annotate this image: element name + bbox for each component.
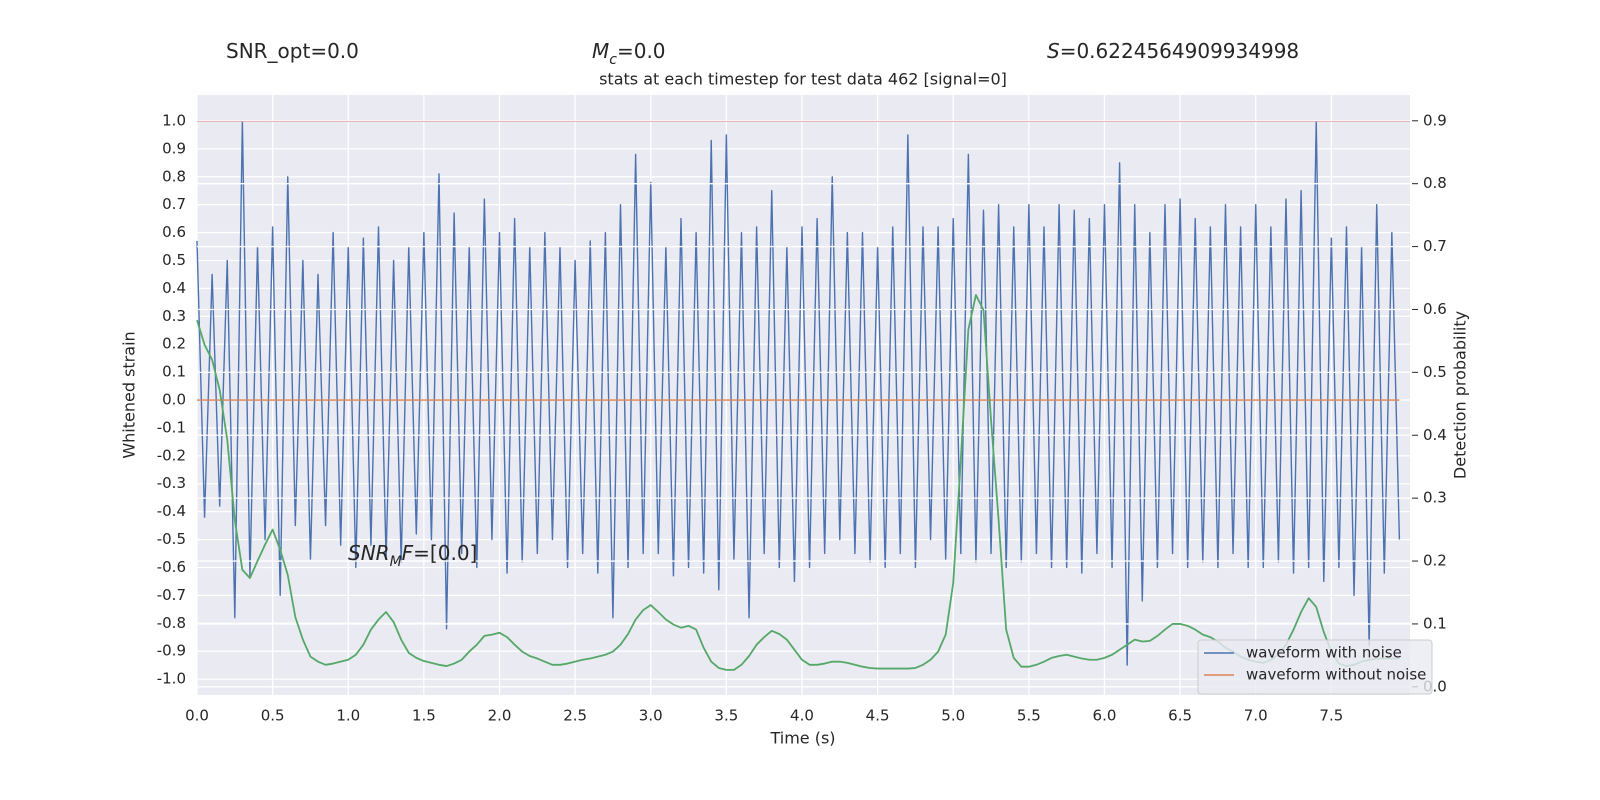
y2-tick-label: 0.8	[1423, 174, 1447, 192]
y-tick-label: -0.1	[157, 418, 186, 436]
y-tick-label: 0.6	[162, 223, 186, 241]
y-tick-label: 0.7	[162, 195, 186, 213]
text-part: M	[390, 554, 402, 570]
x-tick-label: 1.5	[412, 707, 436, 725]
text-part: SNR_opt=0.0	[226, 39, 359, 63]
text-part: =0.6224564909934998	[1060, 39, 1299, 63]
x-tick-label: 5.5	[1017, 707, 1041, 725]
y-tick-label: -0.3	[157, 474, 186, 492]
y-tick-label: 1.0	[162, 111, 186, 129]
x-tick-label: 4.5	[866, 707, 890, 725]
y-tick-label: -0.6	[157, 558, 186, 576]
chart-title: stats at each timestep for test data 462…	[599, 70, 1007, 89]
x-tick-label: 0.0	[185, 707, 209, 725]
y-tick-label: 0.2	[162, 335, 186, 353]
stat-text: S=0.6224564909934998	[1047, 39, 1299, 63]
y-tick-label: -0.8	[157, 614, 186, 632]
y-axis-label: Whitened strain	[120, 331, 139, 458]
y-tick-label: 0.0	[162, 391, 186, 409]
y2-axis-label: Detection probability	[1451, 311, 1470, 479]
annotation-text: SNRMF=[0.0]	[348, 541, 477, 571]
text-part: S	[1047, 39, 1060, 63]
y2-tick-label: 0.7	[1423, 237, 1447, 255]
y-tick-label: 0.4	[162, 279, 186, 297]
y-tick-label: 0.1	[162, 363, 186, 381]
x-tick-label: 3.5	[714, 707, 738, 725]
y2-tick-label: 0.9	[1423, 111, 1447, 129]
x-axis-label: Time (s)	[769, 729, 835, 748]
x-tick-label: 2.0	[488, 707, 512, 725]
plot-background	[197, 95, 1410, 695]
y2-tick-label: 0.3	[1423, 489, 1447, 507]
text-part: F	[402, 541, 414, 565]
x-tick-label: 4.0	[790, 707, 814, 725]
y2-tick-label: 0.2	[1423, 552, 1447, 570]
stat-text: SNR_opt=0.0	[226, 39, 359, 63]
x-tick-label: 3.0	[639, 707, 663, 725]
text-part: M	[592, 39, 609, 63]
x-tick-label: 1.0	[336, 707, 360, 725]
y-tick-label: 0.8	[162, 167, 186, 185]
legend-box	[1197, 639, 1433, 695]
y-tick-label: -1.0	[157, 670, 186, 688]
y-tick-label: 0.5	[162, 251, 186, 269]
y-tick-label: 0.3	[162, 307, 186, 325]
series-line	[196, 294, 1400, 671]
y2-tick-label: 0.1	[1423, 614, 1447, 632]
y-tick-label: 0.9	[162, 139, 186, 157]
legend-label: waveform with noise	[1246, 644, 1402, 662]
y-tick-label: -0.4	[157, 502, 186, 520]
legend-label: waveform without noise	[1246, 666, 1426, 684]
y2-tick-label: 0.6	[1423, 300, 1447, 318]
y-tick-label: -0.5	[157, 530, 186, 548]
x-tick-label: 7.5	[1319, 707, 1343, 725]
text-part: SNR	[348, 541, 390, 565]
x-tick-label: 5.0	[941, 707, 965, 725]
y2-tick-label: 0.4	[1423, 426, 1447, 444]
stat-text: Mc=0.0	[592, 39, 666, 69]
x-tick-label: 0.5	[261, 707, 285, 725]
x-tick-label: 6.5	[1168, 707, 1192, 725]
x-tick-label: 6.0	[1093, 707, 1117, 725]
text-part: c	[609, 52, 617, 68]
y-tick-label: -0.2	[157, 446, 186, 464]
text-part: =0.0	[617, 39, 666, 63]
y-tick-label: -0.9	[157, 642, 186, 660]
y-tick-label: -0.7	[157, 586, 186, 604]
x-tick-label: 7.0	[1244, 707, 1268, 725]
series-line	[196, 120, 1401, 666]
y2-tick-label: 0.5	[1423, 363, 1447, 381]
x-tick-label: 2.5	[563, 707, 587, 725]
text-part: =[0.0]	[413, 541, 477, 565]
